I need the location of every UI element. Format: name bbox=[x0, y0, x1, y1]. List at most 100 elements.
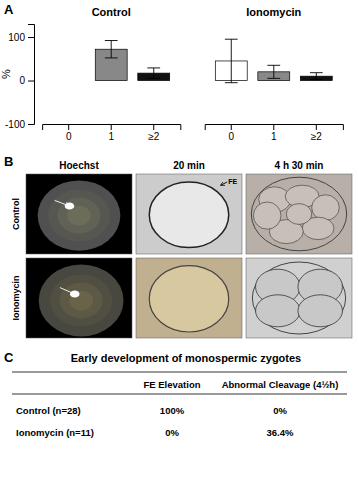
plot-area bbox=[95, 39, 332, 82]
image-cell bbox=[26, 258, 132, 338]
error-bar bbox=[310, 73, 323, 80]
error-bar-line bbox=[153, 68, 154, 78]
image-frame bbox=[136, 174, 242, 254]
panel-c: C Early development of monospermic zygote… bbox=[4, 350, 347, 438]
annotation: FE bbox=[228, 178, 237, 185]
image-cell bbox=[26, 174, 132, 254]
illustration bbox=[58, 198, 101, 234]
image-content bbox=[26, 258, 132, 338]
tick-label: ≥2 bbox=[311, 131, 322, 142]
column-label: 20 min bbox=[173, 160, 205, 171]
tick: ≥2 bbox=[148, 124, 159, 142]
image-content bbox=[246, 174, 352, 254]
table-cell: 36.4% bbox=[267, 427, 294, 438]
error-bar-line bbox=[147, 67, 160, 68]
image-cell bbox=[246, 258, 352, 338]
error-bar bbox=[147, 68, 160, 78]
image-content bbox=[246, 258, 352, 338]
tick-mark bbox=[28, 124, 34, 125]
table-cell: Ionomycin (n=11) bbox=[16, 427, 94, 438]
image-frame bbox=[246, 258, 352, 338]
tick: 1 bbox=[271, 124, 277, 142]
tick-mark bbox=[153, 124, 154, 130]
error-bar bbox=[105, 41, 118, 58]
table-cell: 100% bbox=[160, 405, 185, 416]
tick: 0 bbox=[19, 75, 34, 86]
illustration bbox=[286, 204, 311, 225]
axis-line bbox=[205, 125, 343, 131]
error-bar-line bbox=[111, 41, 112, 58]
image-content bbox=[136, 174, 242, 254]
image-frame bbox=[26, 258, 132, 338]
tick-label: 0 bbox=[228, 131, 234, 142]
error-bar-line bbox=[267, 78, 280, 79]
image-background bbox=[246, 258, 352, 338]
illustration-arrow bbox=[55, 200, 70, 206]
bar bbox=[53, 80, 85, 81]
illustration-arrow bbox=[60, 288, 75, 294]
row-label: Ionomycin bbox=[11, 275, 21, 320]
panel-b: BHoechst20 min4 h 30 minControlIonomycin… bbox=[4, 154, 352, 338]
tick: 0 bbox=[66, 124, 72, 142]
illustration bbox=[252, 262, 345, 334]
x-axis: 0 1 ≥2 bbox=[43, 124, 181, 142]
tick-mark bbox=[231, 124, 232, 130]
tick: -100 bbox=[5, 119, 34, 130]
illustration bbox=[149, 182, 229, 248]
table-cell: 0% bbox=[273, 405, 287, 416]
image-background bbox=[26, 174, 132, 254]
error-bar-line bbox=[105, 40, 118, 41]
column-label: 4 h 30 min bbox=[275, 160, 324, 171]
tick-label: ≥2 bbox=[148, 131, 159, 142]
image-cell bbox=[246, 174, 352, 254]
error-bar-line bbox=[273, 65, 274, 78]
illustration bbox=[48, 190, 110, 242]
table-cell: Control (n=28) bbox=[16, 405, 81, 416]
table-rule bbox=[12, 394, 347, 395]
image-background bbox=[246, 174, 352, 254]
image-content bbox=[136, 258, 242, 338]
axis-line bbox=[43, 125, 181, 131]
tick-label: 1 bbox=[108, 131, 114, 142]
tick-mark bbox=[111, 124, 112, 130]
error-bar-line bbox=[310, 72, 323, 73]
image-background bbox=[136, 258, 242, 338]
image-content bbox=[26, 174, 132, 254]
image-frame bbox=[246, 174, 352, 254]
group-title: Control bbox=[92, 6, 131, 18]
column-label: Hoechst bbox=[59, 160, 99, 171]
table-header: Abnormal Cleavage (4½h) bbox=[222, 379, 339, 390]
tick-mark bbox=[68, 124, 69, 130]
illustration bbox=[298, 295, 343, 327]
tick: 100 bbox=[8, 32, 34, 43]
error-bar bbox=[225, 39, 238, 82]
panel-label: A bbox=[4, 2, 14, 17]
tick-mark bbox=[28, 37, 34, 38]
illustration bbox=[256, 295, 301, 327]
tick: ≥2 bbox=[311, 124, 322, 142]
table-title: Early development of monospermic zygotes bbox=[71, 352, 301, 364]
illustration bbox=[60, 282, 103, 318]
row-label: Control bbox=[11, 198, 21, 230]
error-bar-line bbox=[316, 73, 317, 80]
image-cell bbox=[136, 258, 242, 338]
illustration bbox=[253, 202, 281, 229]
error-bar-line bbox=[105, 57, 118, 58]
illustration bbox=[251, 177, 346, 251]
illustration bbox=[149, 266, 229, 332]
panel-label: C bbox=[4, 350, 14, 365]
tick-label: 0 bbox=[19, 75, 25, 86]
figure: A-1000100%Control01≥2Ionomycin01≥2BHoech… bbox=[0, 0, 359, 480]
tick: 1 bbox=[108, 124, 114, 142]
panel-a: A-1000100%Control01≥2Ionomycin01≥2 bbox=[0, 2, 343, 142]
illustration bbox=[312, 195, 340, 221]
y-axis-label: % bbox=[0, 69, 12, 79]
table-header: FE Elevation bbox=[143, 379, 200, 390]
error-bar-line bbox=[225, 39, 238, 40]
error-bar-line bbox=[225, 82, 238, 83]
error-bar-line bbox=[147, 78, 160, 79]
error-bar-line bbox=[310, 79, 323, 80]
error-bar bbox=[267, 65, 280, 78]
image-frame bbox=[136, 258, 242, 338]
error-bar-line bbox=[231, 39, 232, 82]
